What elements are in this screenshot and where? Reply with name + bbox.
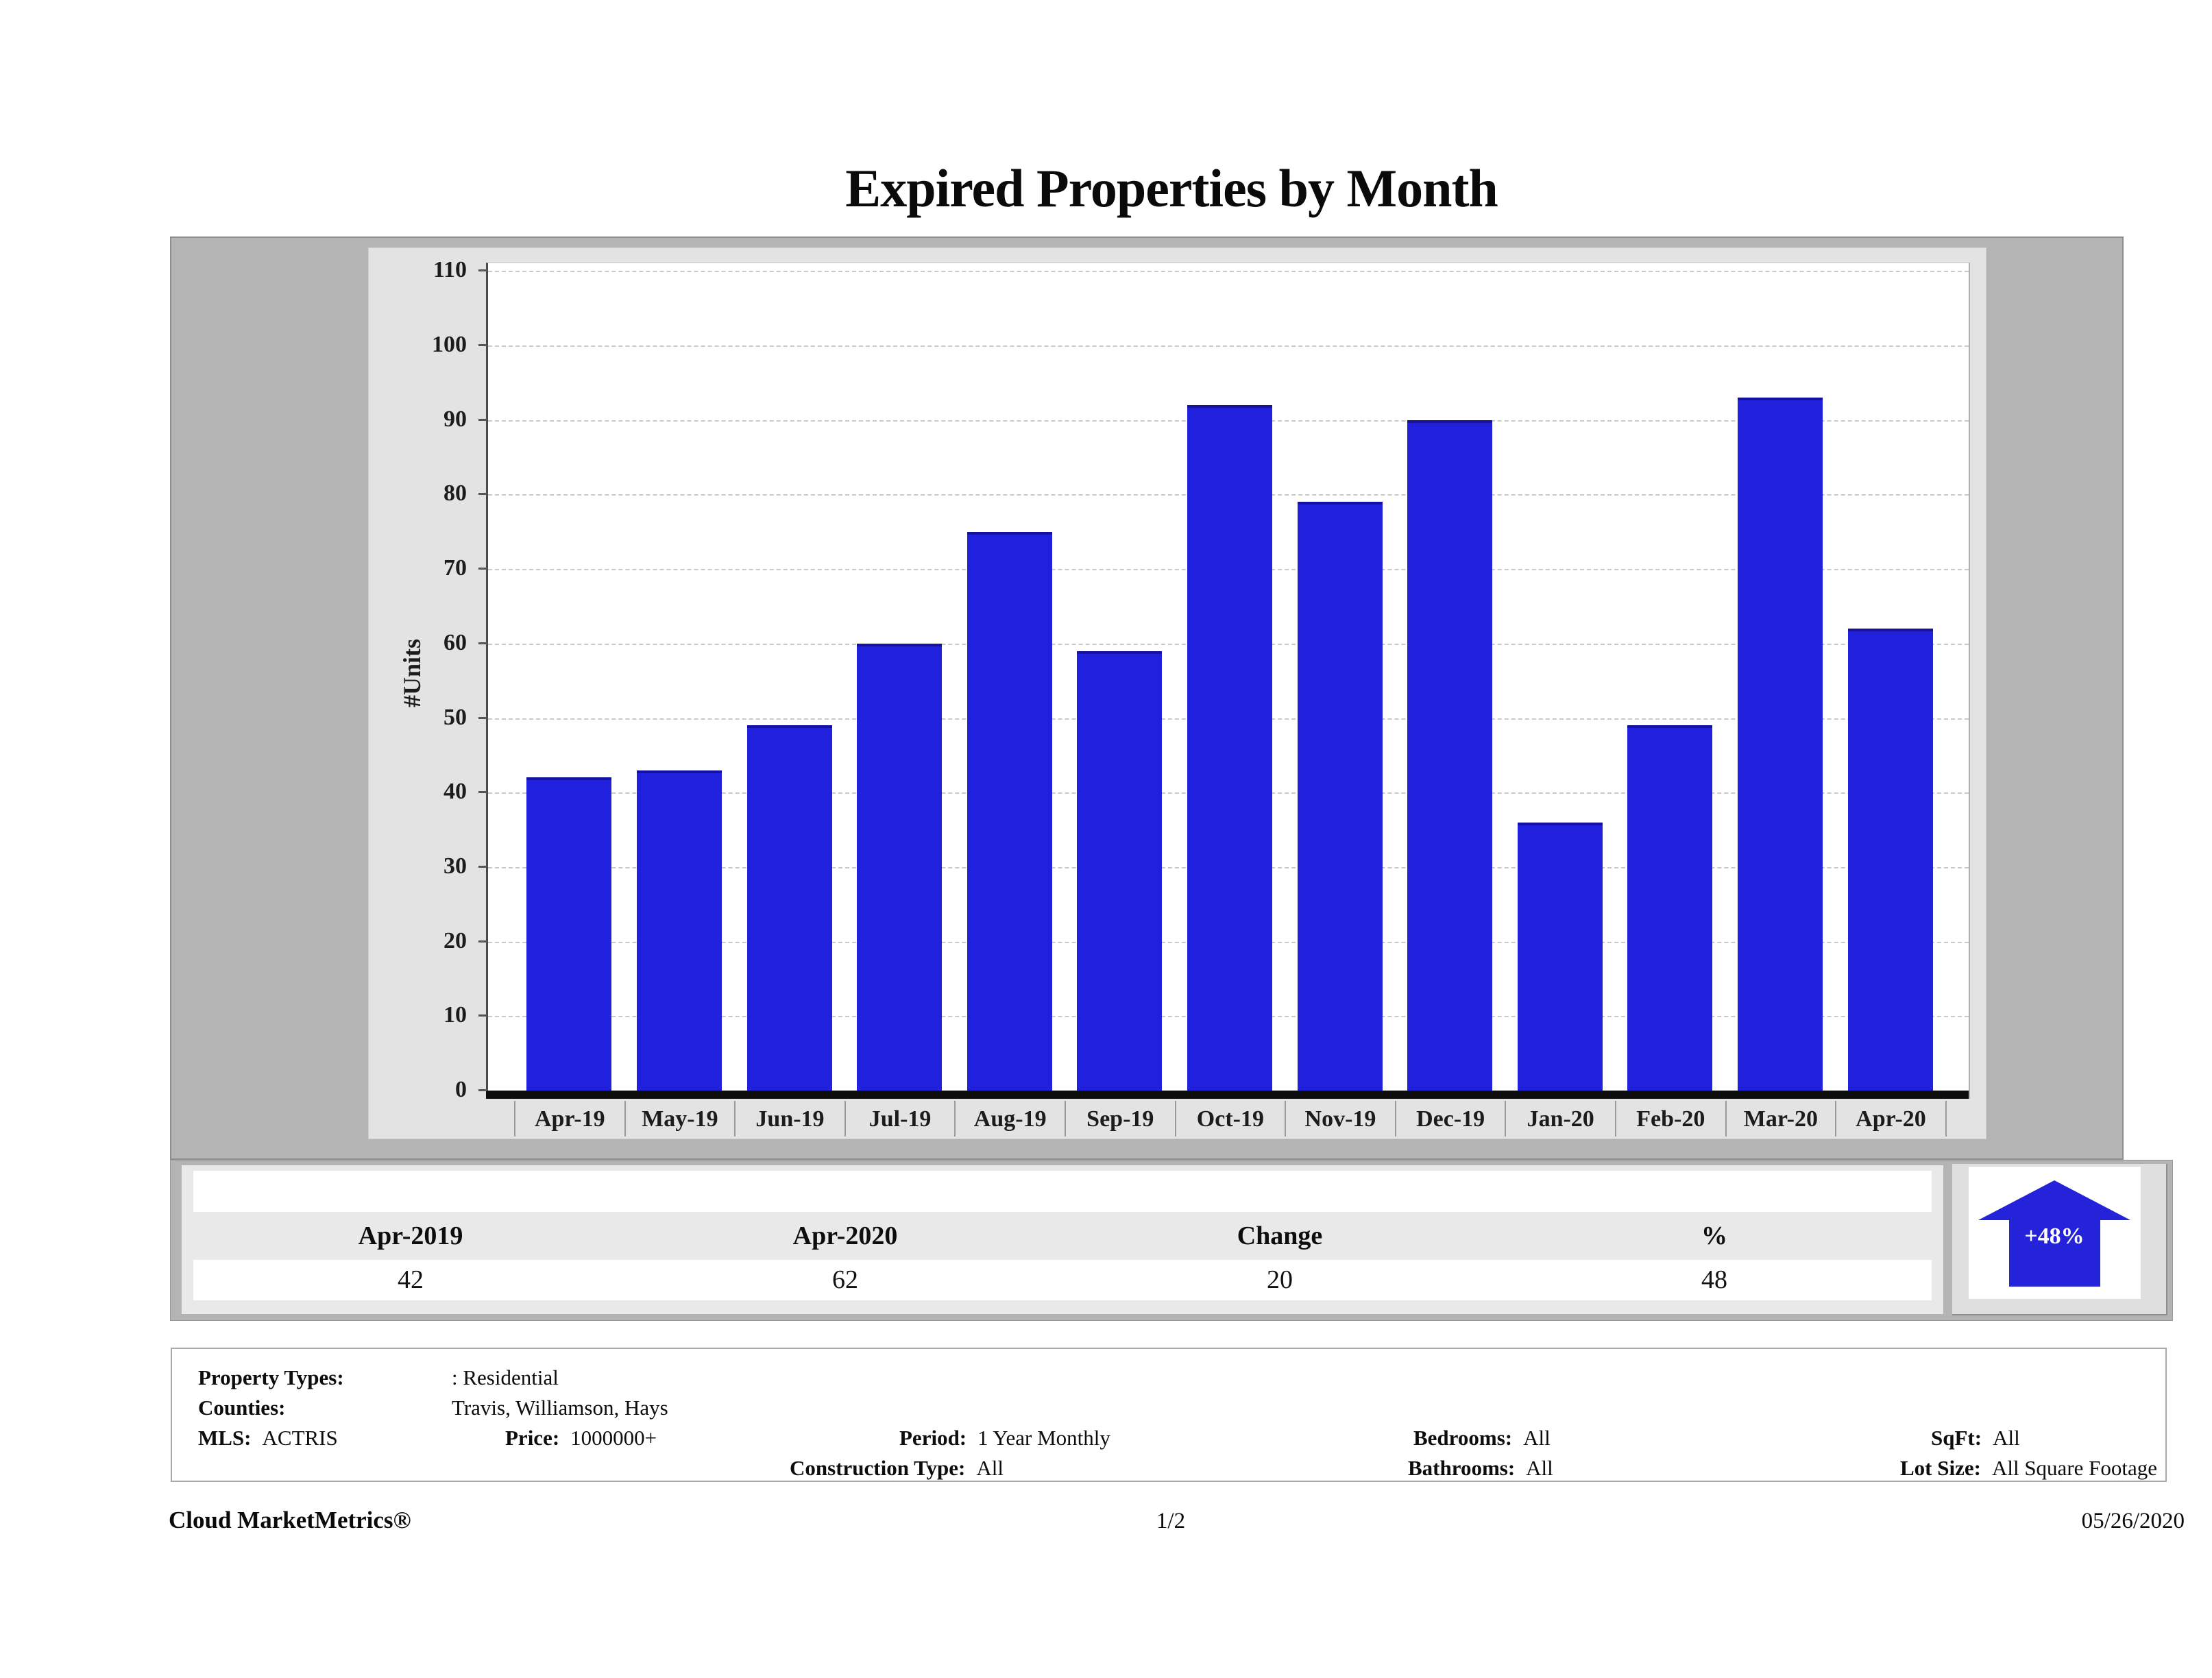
y-tick-mark-0 — [478, 1089, 487, 1091]
summary-value-change: 20 — [1267, 1265, 1293, 1294]
x-tick-label-May-19: May-19 — [624, 1101, 735, 1136]
summary-header-apr2020: Apr-2020 — [792, 1221, 898, 1250]
summary-value-apr2020: 62 — [832, 1265, 858, 1294]
summary-header-apr2019: Apr-2019 — [358, 1221, 463, 1250]
x-tick-label-Oct-19: Oct-19 — [1174, 1101, 1285, 1136]
summary-value-row: 42 62 20 48 — [193, 1260, 1932, 1300]
x-tick-label-Aug-19: Aug-19 — [954, 1101, 1065, 1136]
y-tick-mark-100 — [478, 344, 487, 346]
counties-value: Travis, Williamson, Hays — [452, 1396, 668, 1420]
y-tick-mark-20 — [478, 940, 487, 943]
filters-box: Property Types: : Residential Counties: … — [171, 1348, 2167, 1482]
y-tick-mark-110 — [478, 269, 487, 272]
bar-Nov-19 — [1297, 502, 1383, 1091]
up-arrow-icon — [1978, 1180, 2130, 1220]
bar-Oct-19 — [1187, 404, 1272, 1091]
summary-value-apr2019: 42 — [398, 1265, 424, 1294]
gridline-100 — [488, 345, 1969, 347]
construction-type-field: Construction Type: All — [790, 1456, 1004, 1480]
lot-size-field: Lot Size: All Square Footage — [1900, 1456, 2158, 1480]
bar-Apr-19 — [526, 777, 612, 1091]
y-tick-label-110: 110 — [433, 257, 467, 283]
y-tick-mark-70 — [478, 568, 487, 570]
y-tick-mark-30 — [478, 865, 487, 868]
y-tick-label-90: 90 — [443, 406, 467, 432]
up-arrow-stem — [2009, 1219, 2100, 1287]
bathrooms-field: Bathrooms: All — [1408, 1456, 1553, 1480]
bar-Sep-19 — [1077, 650, 1163, 1091]
x-tick-label-Apr-19: Apr-19 — [514, 1101, 624, 1136]
bar-Jul-19 — [857, 643, 943, 1091]
summary-header-change: Change — [1237, 1221, 1323, 1250]
y-tick-mark-40 — [478, 791, 487, 794]
y-tick-label-20: 20 — [443, 927, 467, 953]
summary-value-percent: 48 — [1701, 1265, 1727, 1294]
property-types-label: Property Types: — [198, 1365, 344, 1389]
x-tick-label-Feb-20: Feb-20 — [1615, 1101, 1725, 1136]
summary-blank-row — [193, 1171, 1932, 1212]
y-tick-label-0: 0 — [455, 1077, 467, 1102]
y-tick-label-40: 40 — [443, 779, 467, 805]
bar-Jun-19 — [746, 725, 832, 1091]
property-types-value: : Residential — [452, 1365, 559, 1389]
x-tick-label-Jul-19: Jul-19 — [844, 1101, 955, 1136]
bedrooms-field: Bedrooms: All — [1413, 1426, 1551, 1450]
bar-May-19 — [636, 770, 722, 1091]
footer-brand: Cloud MarketMetrics® — [169, 1507, 411, 1533]
x-tick-label-Sep-19: Sep-19 — [1065, 1101, 1175, 1136]
change-percent-label: +48% — [2024, 1224, 2085, 1249]
bar-Mar-20 — [1737, 398, 1823, 1091]
x-tick-label-Apr-20: Apr-20 — [1835, 1101, 1945, 1136]
bar-Feb-20 — [1627, 725, 1713, 1091]
footer-page-number: 1/2 — [1156, 1509, 1186, 1533]
page-title: Expired Properties by Month — [845, 158, 1498, 219]
x-tick-label-Nov-19: Nov-19 — [1285, 1101, 1395, 1136]
plot-area — [486, 263, 1970, 1099]
bar-Dec-19 — [1407, 420, 1493, 1091]
y-tick-label-100: 100 — [432, 332, 467, 357]
x-tick-label-Jun-19: Jun-19 — [734, 1101, 844, 1136]
y-tick-label-70: 70 — [443, 555, 467, 581]
bar-Apr-20 — [1847, 629, 1933, 1091]
x-tick-label-Dec-19: Dec-19 — [1394, 1101, 1505, 1136]
x-tick-label-Jan-20: Jan-20 — [1505, 1101, 1615, 1136]
y-tick-label-80: 80 — [443, 481, 467, 507]
sqft-field: SqFt: All — [1931, 1426, 2020, 1450]
bar-Jan-20 — [1517, 822, 1603, 1091]
y-tick-mark-90 — [478, 418, 487, 421]
y-tick-mark-50 — [478, 716, 487, 719]
summary-header-percent: % — [1701, 1221, 1727, 1250]
mls-field: MLS: ACTRIS — [198, 1426, 338, 1450]
bar-Aug-19 — [967, 531, 1052, 1091]
period-field: Period: 1 Year Monthly — [899, 1426, 1110, 1450]
y-tick-label-30: 30 — [443, 853, 467, 879]
y-tick-label-10: 10 — [443, 1002, 467, 1028]
footer-date: 05/26/2020 — [2081, 1509, 2185, 1533]
counties-label: Counties: — [198, 1396, 286, 1420]
x-axis-end-tick — [1945, 1101, 1947, 1136]
y-tick-label-50: 50 — [443, 704, 467, 730]
y-tick-mark-10 — [478, 1014, 487, 1017]
x-axis-line — [486, 1091, 1969, 1099]
price-field: Price: 1000000+ — [505, 1426, 657, 1450]
y-tick-label-60: 60 — [443, 629, 467, 655]
change-badge: +48% — [1969, 1167, 2141, 1299]
summary-header-row: Apr-2019 Apr-2020 Change % — [193, 1212, 1932, 1260]
x-tick-label-Mar-20: Mar-20 — [1725, 1101, 1836, 1136]
y-tick-mark-60 — [478, 642, 487, 644]
gridline-110 — [488, 271, 1969, 273]
y-tick-mark-80 — [478, 493, 487, 496]
